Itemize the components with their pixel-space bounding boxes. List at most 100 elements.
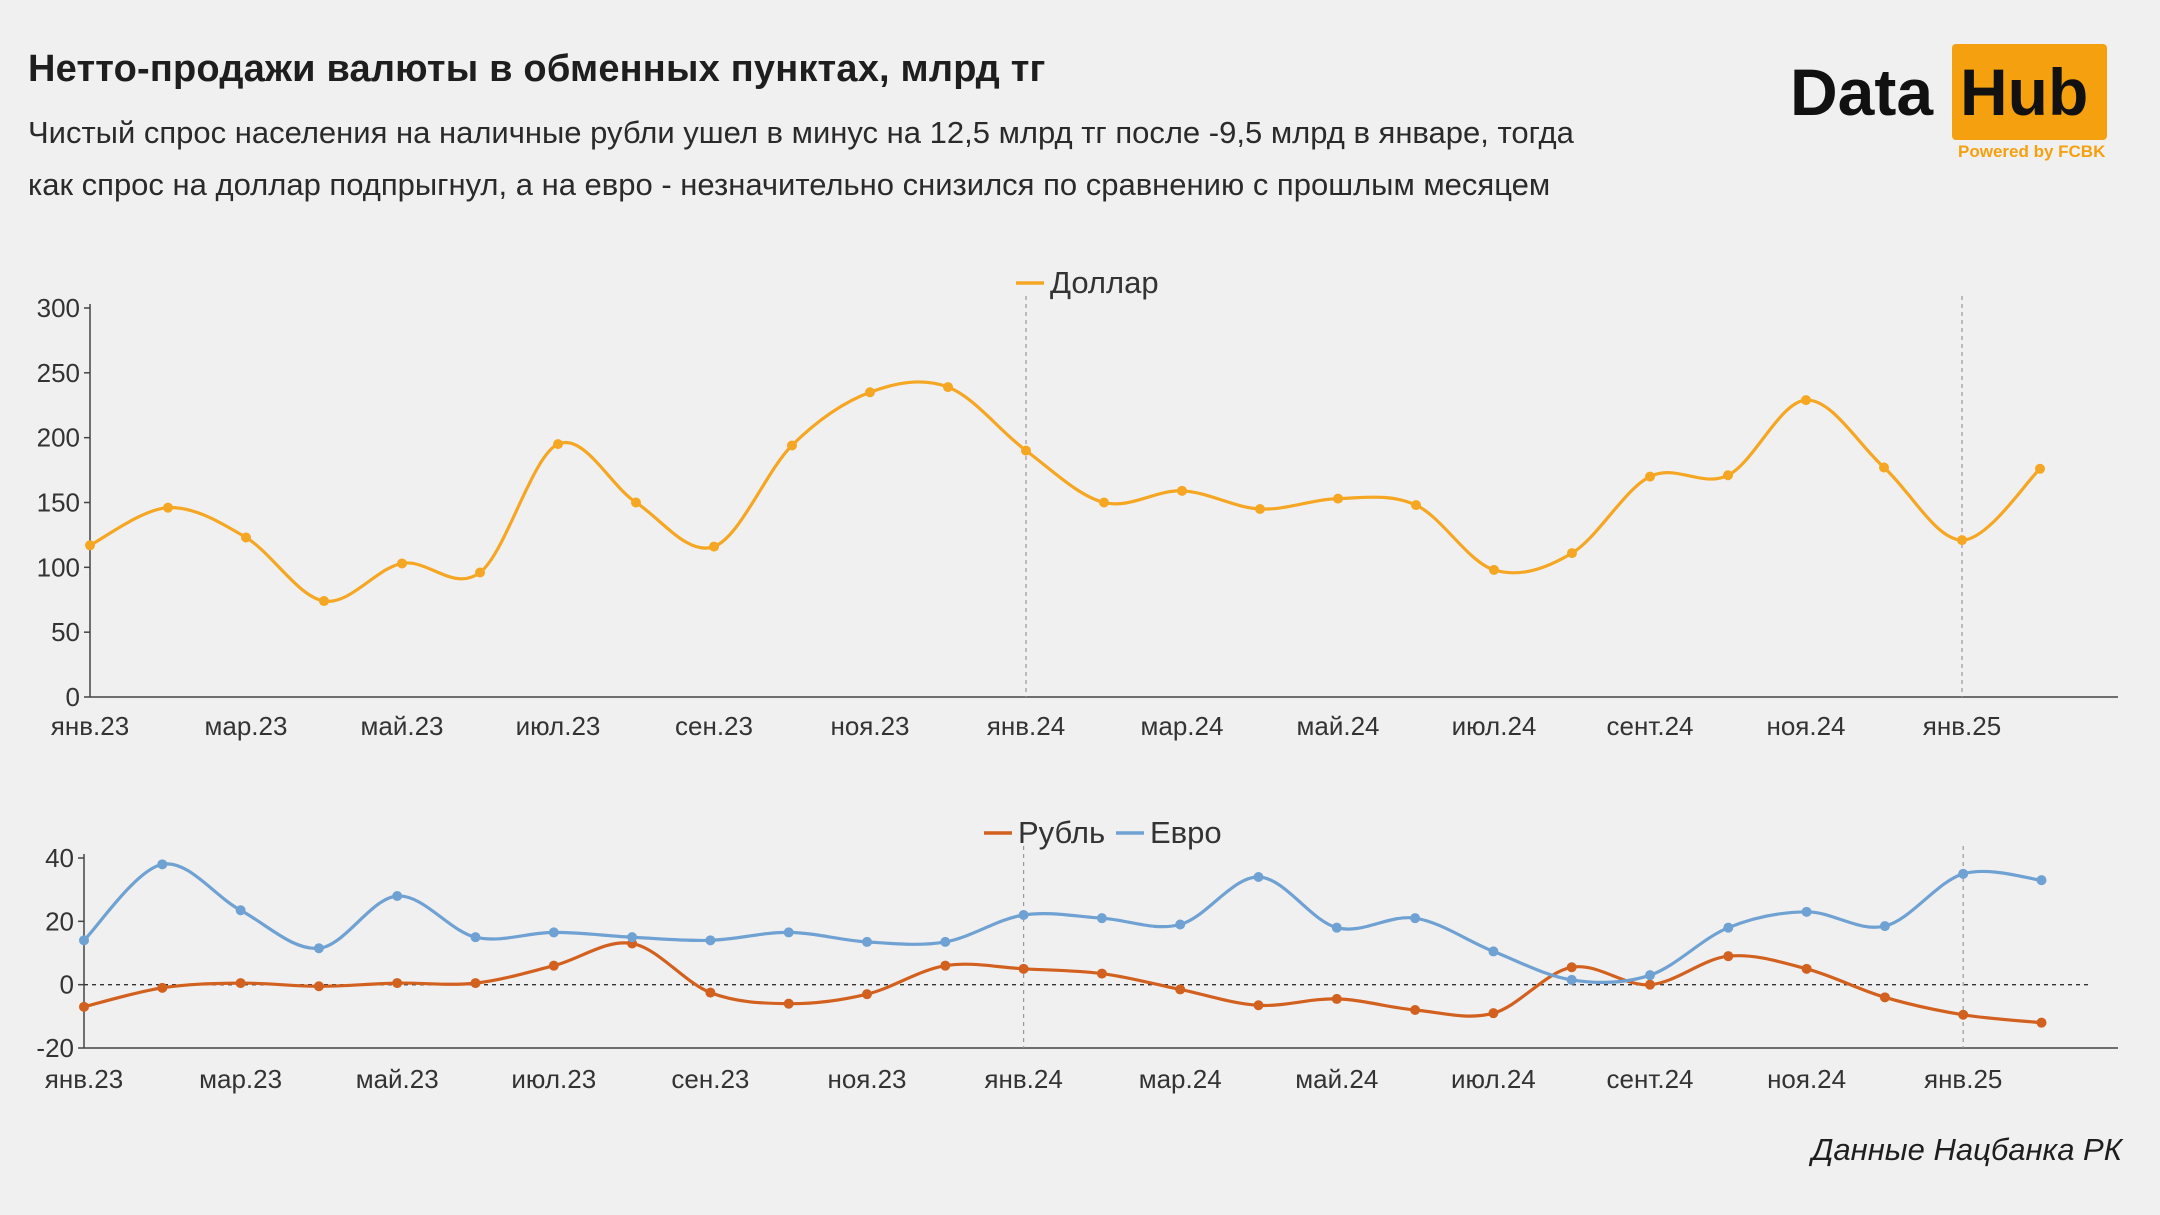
x-tick-label: мар.24: [1139, 1064, 1222, 1094]
data-point-ruble: [392, 978, 403, 989]
y-tick-label: 40: [45, 843, 74, 873]
data-point-ruble: [548, 960, 559, 971]
data-point-dollar: [1801, 395, 1811, 406]
data-point-euro: [1801, 906, 1812, 917]
x-tick-label: ноя.23: [830, 711, 909, 741]
data-point-ruble: [1566, 962, 1577, 973]
legend-label-ruble: Рубль: [1018, 815, 1105, 850]
data-point-euro: [627, 932, 638, 943]
data-point-dollar: [397, 558, 407, 569]
data-point-euro: [548, 927, 559, 938]
data-point-euro: [1488, 946, 1499, 957]
x-tick-label: ноя.24: [1767, 1064, 1846, 1094]
data-point-dollar: [553, 439, 563, 450]
series-line-ruble: [83, 941, 2042, 1025]
x-tick-label: сен.23: [671, 1064, 749, 1094]
y-tick-label: -20: [36, 1033, 74, 1063]
y-tick-label: 150: [37, 488, 80, 518]
data-point-ruble: [1879, 992, 1890, 1003]
data-point-dollar: [1021, 445, 1031, 456]
data-point-dollar: [241, 532, 251, 543]
data-point-dollar: [1099, 497, 1109, 508]
data-point-euro: [1879, 921, 1890, 932]
series-line-euro: [82, 862, 2042, 985]
data-point-dollar: [1879, 462, 1889, 473]
y-tick-label: 250: [37, 358, 80, 388]
x-tick-label: янв.23: [51, 711, 129, 741]
data-point-ruble: [79, 1001, 89, 1012]
data-point-dollar: [943, 382, 953, 393]
x-tick-label: июл.23: [516, 711, 601, 741]
data-point-dollar: [631, 497, 641, 508]
data-point-euro: [1645, 970, 1655, 981]
data-point-dollar: [1333, 493, 1343, 504]
data-point-ruble: [1331, 993, 1342, 1004]
legend-label-dollar: Доллар: [1050, 265, 1159, 300]
x-tick-label: янв.23: [45, 1064, 123, 1094]
data-point-euro: [2036, 875, 2047, 886]
x-tick-label: мар.24: [1141, 711, 1224, 741]
legend-label-euro: Евро: [1150, 815, 1222, 850]
x-tick-label: июл.24: [1451, 1064, 1536, 1094]
logo-word-data: Data: [1790, 55, 1934, 129]
data-point-ruble: [1096, 968, 1107, 979]
data-point-euro: [79, 935, 89, 946]
data-point-ruble: [2036, 1017, 2047, 1028]
x-tick-label: июл.23: [511, 1064, 596, 1094]
data-point-euro: [1958, 868, 1969, 879]
chart-subtitle: Чистый спрос населения на наличные рубли…: [28, 107, 1748, 211]
x-tick-label: сент.24: [1607, 1064, 1694, 1094]
data-point-dollar: [1489, 564, 1499, 575]
data-point-ruble: [1958, 1009, 1969, 1020]
x-tick-label: май.24: [1296, 711, 1379, 741]
data-point-euro: [1175, 919, 1186, 930]
data-point-euro: [1331, 922, 1342, 933]
x-tick-label: май.23: [360, 711, 443, 741]
data-point-dollar: [475, 567, 485, 578]
datahub-logo: Data Hub Powered by FCBK: [1790, 44, 2107, 168]
x-tick-label: янв.24: [984, 1064, 1062, 1094]
data-point-euro: [1096, 913, 1107, 924]
series-line-dollar: [89, 380, 2042, 603]
x-tick-label: сен.23: [675, 711, 753, 741]
y-tick-label: 20: [45, 906, 74, 936]
x-tick-label: май.23: [356, 1064, 439, 1094]
data-point-dollar: [1411, 500, 1421, 511]
y-tick-label: 0: [66, 682, 80, 712]
subtitle-line-1: Чистый спрос населения на наличные рубли…: [28, 115, 1574, 150]
data-point-dollar: [85, 540, 95, 551]
y-tick-label: 100: [37, 552, 80, 582]
data-point-euro: [392, 891, 403, 901]
data-point-euro: [1723, 922, 1734, 933]
data-point-euro: [470, 932, 481, 943]
subtitle-line-2: как спрос на доллар подпрыгнул, а на евр…: [28, 167, 1551, 202]
x-tick-label: янв.24: [987, 711, 1065, 741]
data-point-euro: [235, 905, 246, 916]
data-point-dollar: [1957, 535, 1967, 546]
data-point-ruble: [1488, 1008, 1499, 1019]
x-tick-label: ноя.23: [827, 1064, 906, 1094]
x-tick-label: сент.24: [1607, 711, 1694, 741]
data-point-ruble: [1410, 1005, 1421, 1015]
data-point-euro: [313, 943, 324, 954]
y-tick-label: 50: [51, 617, 80, 647]
logo-hub-box: Hub: [1952, 44, 2107, 140]
data-point-dollar: [1723, 470, 1733, 481]
data-point-dollar: [2035, 463, 2045, 474]
chart-1: 0 50 100 150 200 250 300 янв.23 мар.23 май.23 июл.…: [37, 265, 2118, 741]
data-point-dollar: [1177, 485, 1187, 496]
data-point-euro: [1410, 913, 1421, 924]
logo-tagline: Powered by FCBK: [1958, 142, 2106, 161]
data-point-ruble: [783, 998, 794, 1009]
x-tick-label: мар.23: [205, 711, 288, 741]
data-point-ruble: [1645, 979, 1655, 990]
data-point-euro: [705, 935, 716, 946]
data-point-dollar: [787, 440, 797, 451]
data-point-ruble: [157, 982, 168, 993]
y-tick-label: 0: [60, 970, 74, 1000]
data-point-ruble: [470, 978, 481, 989]
data-point-dollar: [709, 541, 719, 552]
data-point-euro: [862, 936, 872, 947]
data-point-ruble: [1018, 963, 1029, 974]
logo-word-hub: Hub: [1960, 55, 2089, 129]
